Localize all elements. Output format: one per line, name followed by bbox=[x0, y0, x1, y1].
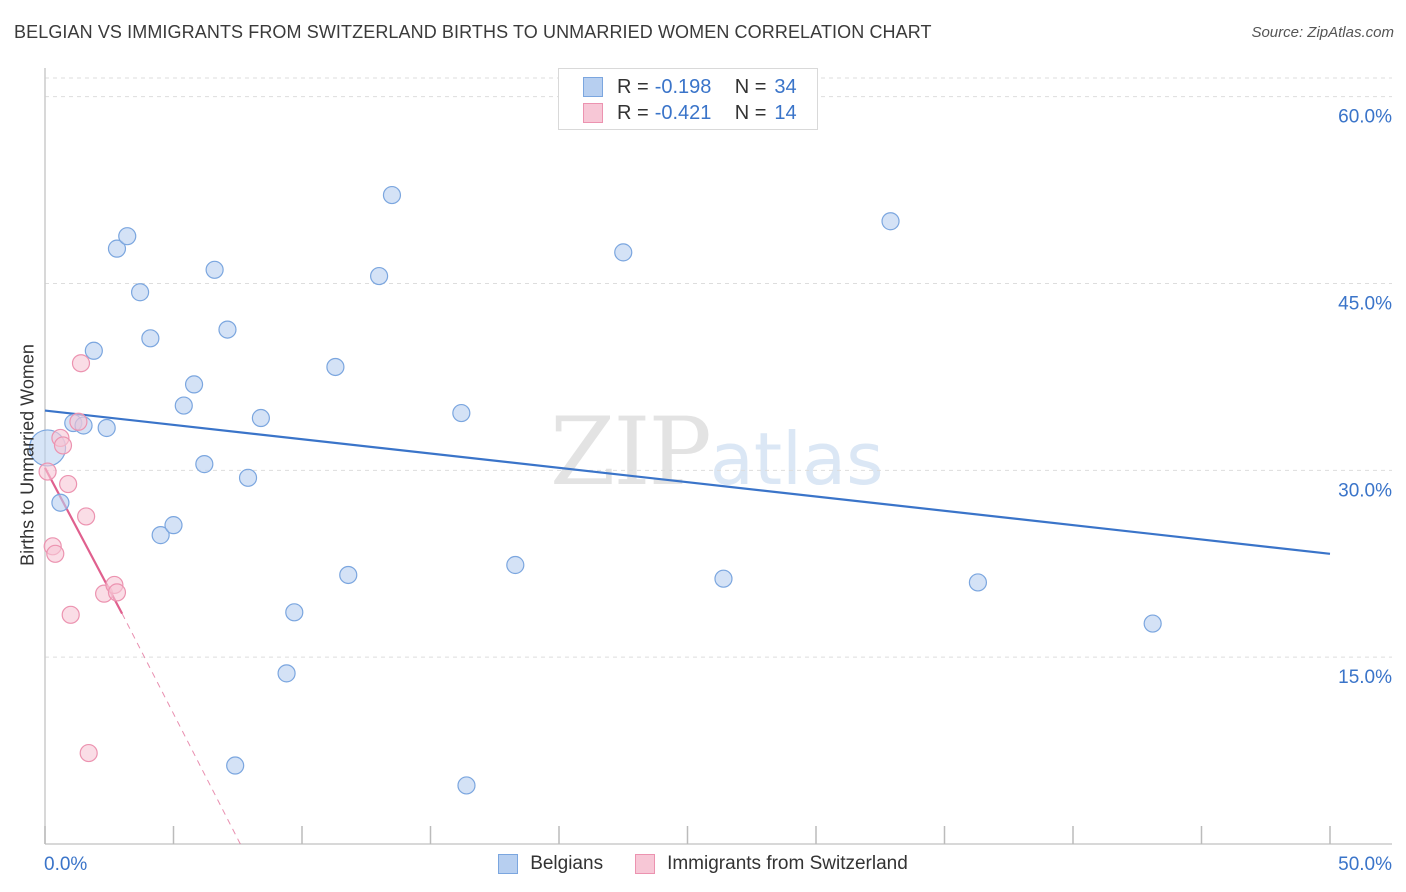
belgian-point bbox=[238, 468, 258, 487]
gridlines bbox=[45, 77, 1392, 658]
belgian-point bbox=[84, 341, 103, 360]
legend-n-value: 14 bbox=[774, 101, 797, 124]
belgian-point bbox=[881, 212, 900, 231]
belgian-point bbox=[141, 329, 160, 348]
series-swatch-blue bbox=[498, 854, 519, 874]
legend-n-label: N = bbox=[734, 101, 767, 124]
swiss-point bbox=[53, 436, 73, 455]
belgian-point bbox=[277, 664, 296, 683]
correlation-legend: R = -0.198 N = 34 R = -0.421 N = 14 bbox=[558, 68, 818, 130]
belgian-trend-line bbox=[44, 409, 1331, 555]
x-tick-label: 0.0% bbox=[44, 854, 87, 875]
series-label-belgians: Belgians bbox=[530, 853, 604, 874]
belgian-point bbox=[714, 569, 733, 588]
belgian-point bbox=[97, 418, 116, 438]
source-label: Source: ZipAtlas.com bbox=[1251, 24, 1394, 41]
swiss-point bbox=[61, 605, 80, 624]
series-legend: Belgians Immigrants from Switzerland bbox=[0, 850, 1406, 878]
belgian-point bbox=[382, 185, 402, 205]
series-legend-swiss: Immigrants from Switzerland bbox=[635, 853, 908, 875]
legend-row-belgians: R = -0.198 N = 34 bbox=[583, 74, 797, 100]
y-tick-label: 60.0% bbox=[1338, 107, 1392, 128]
swiss-point bbox=[59, 474, 78, 494]
y-tick-label: 15.0% bbox=[1338, 667, 1392, 688]
trend-lines bbox=[44, 409, 1331, 845]
belgian-point bbox=[452, 403, 471, 423]
y-tick-label: 30.0% bbox=[1338, 480, 1392, 501]
legend-row-swiss: R = -0.421 N = 14 bbox=[583, 100, 797, 126]
legend-n-value: 34 bbox=[774, 75, 797, 98]
swiss-point bbox=[46, 544, 65, 563]
belgian-point bbox=[968, 573, 988, 592]
belgian-point bbox=[326, 357, 345, 377]
tick-labels: 15.0% 30.0% 45.0% 60.0% 0.0% 50.0% bbox=[44, 107, 1392, 875]
zipatlas-watermark: ZIPatlas bbox=[550, 398, 884, 507]
belgian-point bbox=[130, 283, 150, 302]
swiss-point bbox=[107, 583, 127, 602]
belgian-point bbox=[151, 526, 170, 545]
x-tick-label: 50.0% bbox=[1338, 854, 1392, 875]
y-axis-label: Births to Unmarried Women bbox=[17, 344, 38, 566]
belgian-point bbox=[164, 516, 183, 535]
swiss-point bbox=[79, 743, 98, 763]
belgian-point bbox=[251, 408, 270, 428]
legend-n-label: N = bbox=[734, 75, 767, 98]
belgian-point bbox=[285, 603, 304, 622]
belgian-point bbox=[457, 776, 476, 795]
belgian-point bbox=[218, 320, 237, 339]
series-label-swiss: Immigrants from Switzerland bbox=[667, 853, 908, 874]
legend-r-value: -0.198 bbox=[654, 75, 712, 98]
swiss-point bbox=[77, 507, 96, 526]
belgian-point bbox=[370, 266, 389, 286]
y-tick-label: 45.0% bbox=[1338, 294, 1392, 315]
belgian-point bbox=[195, 455, 214, 474]
axes bbox=[44, 68, 1392, 845]
series-legend-belgians: Belgians bbox=[498, 853, 603, 875]
belgian-point bbox=[226, 756, 245, 775]
data-points bbox=[28, 185, 1162, 795]
belgian-point bbox=[1143, 614, 1162, 633]
belgian-point bbox=[614, 243, 633, 262]
legend-r-label: R = bbox=[617, 75, 649, 98]
belgian-point bbox=[205, 260, 224, 279]
series-swatch-pink bbox=[635, 854, 656, 874]
belgian-point bbox=[339, 565, 358, 585]
swiss-trend-extension bbox=[121, 613, 241, 845]
legend-r-value: -0.421 bbox=[654, 101, 712, 124]
belgian-point bbox=[506, 555, 525, 575]
swiss-point bbox=[69, 412, 88, 431]
watermark-zip: ZIP bbox=[550, 398, 712, 507]
legend-swatch-blue bbox=[583, 77, 603, 97]
legend-swatch-pink bbox=[583, 103, 603, 123]
belgian-point bbox=[51, 493, 70, 512]
belgian-point bbox=[118, 227, 137, 246]
swiss-point bbox=[38, 462, 57, 481]
belgian-point bbox=[174, 396, 193, 415]
swiss-point bbox=[71, 354, 91, 373]
chart-title: BELGIAN VS IMMIGRANTS FROM SWITZERLAND B… bbox=[14, 22, 932, 42]
belgian-point bbox=[107, 239, 127, 258]
belgian-point bbox=[184, 375, 204, 394]
legend-r-label: R = bbox=[617, 101, 649, 124]
